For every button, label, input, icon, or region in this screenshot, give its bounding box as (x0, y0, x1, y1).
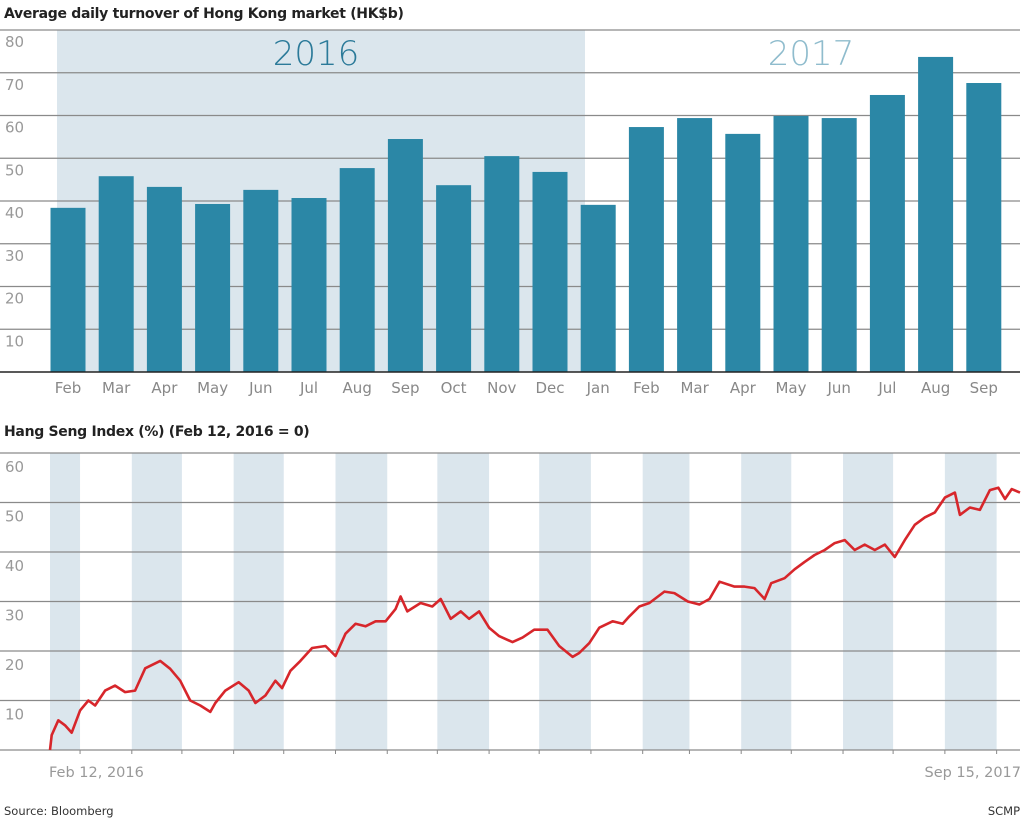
bar-sep (387, 139, 423, 372)
y-tick-label: 20 (5, 290, 24, 308)
bar-jun (821, 118, 857, 372)
turnover-bar-chart: 2016 2017 10 20 30 40 50 60 70 80 Feb Mar Apr May Jun J… (0, 29, 1020, 397)
y-tick-label: 10 (5, 332, 24, 350)
x-tick-label: Mar (680, 379, 709, 397)
x-end-label: Sep 15, 2017 (924, 765, 1021, 781)
bar-dec (532, 171, 568, 372)
bar-mar (677, 118, 713, 372)
y-tick-label: 40 (5, 557, 24, 575)
y-tick-label: 10 (5, 706, 24, 724)
bar-may (773, 115, 809, 373)
x-tick-label: Jun (248, 379, 272, 397)
turnover-chart-title: Average daily turnover of Hong Kong mark… (4, 6, 404, 22)
bar-sep (966, 83, 1002, 372)
bar-mar (98, 176, 134, 372)
x-tick-label: Sep (391, 379, 419, 397)
x-tick-label: Jul (299, 379, 318, 397)
bar-nov (484, 156, 520, 372)
credit: SCMP (987, 804, 1020, 818)
y-tick-label: 30 (5, 607, 24, 625)
y-tick-label: 20 (5, 656, 24, 674)
bar-feb (50, 207, 86, 372)
y-tick-label: 60 (5, 119, 24, 137)
hang-seng-chart-title: Hang Seng Index (%) (Feb 12, 2016 = 0) (4, 424, 310, 440)
x-tick-label: Dec (535, 379, 564, 397)
x-tick-label: Mar (102, 379, 131, 397)
y-tick-label: 40 (5, 204, 24, 222)
x-tick-label: Nov (487, 379, 516, 397)
y-tick-label: 70 (5, 76, 24, 94)
x-tick-label: Jan (586, 379, 610, 397)
y-tick-label: 50 (5, 161, 24, 179)
year-label: 2016 (273, 34, 360, 74)
bar-apr (725, 133, 761, 372)
bar-oct (436, 185, 472, 372)
bar-aug (339, 168, 375, 372)
x-tick-label: Sep (970, 379, 998, 397)
year-label: 2017 (768, 34, 855, 74)
x-start-label: Feb 12, 2016 (49, 765, 144, 781)
x-tick-label: Apr (151, 379, 178, 397)
bar-jan (580, 204, 616, 372)
x-tick-label: Aug (921, 379, 950, 397)
bar-apr (146, 186, 182, 372)
bar-jul (291, 198, 327, 372)
x-tick-label: Apr (730, 379, 757, 397)
bar-jun (243, 189, 279, 372)
x-tick-label: Jun (826, 379, 850, 397)
bar-jul (869, 94, 905, 372)
x-tick-label: Jul (877, 379, 896, 397)
y-tick-label: 60 (5, 458, 24, 476)
y-tick-label: 80 (5, 33, 24, 51)
hang-seng-line (48, 486, 1021, 751)
x-tick-label: May (197, 379, 228, 397)
bar-aug (918, 56, 954, 373)
y-tick-label: 50 (5, 508, 24, 526)
x-tick-label: Aug (343, 379, 372, 397)
source-note: Source: Bloomberg (4, 804, 114, 818)
y-tick-label: 30 (5, 247, 24, 265)
x-tick-label: Feb (55, 379, 82, 397)
x-tick-label: May (775, 379, 806, 397)
bar-may (195, 203, 231, 372)
x-tick-label: Oct (441, 379, 467, 397)
x-tick-label: Feb (633, 379, 660, 397)
bar-feb (628, 127, 664, 372)
